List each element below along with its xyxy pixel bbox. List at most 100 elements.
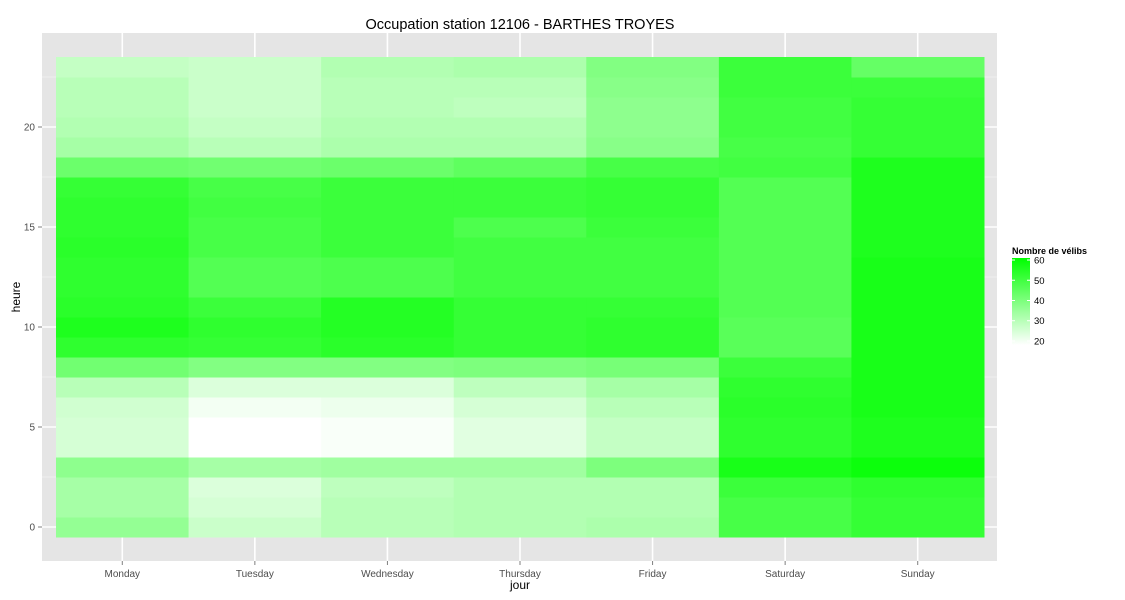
- heatmap-cell: [851, 377, 985, 398]
- legend-title: Nombre de vélibs: [1012, 246, 1087, 256]
- heatmap-cell: [188, 397, 322, 418]
- heatmap-cell: [188, 217, 322, 238]
- heatmap-cell: [851, 157, 985, 178]
- legend-tick-label: 60: [1034, 256, 1045, 267]
- heatmap-cell: [718, 457, 852, 478]
- x-axis: Monday Tuesday Wednesday Thursday Friday Satu…: [104, 561, 935, 580]
- heatmap-cell: [56, 217, 190, 238]
- heatmap-cell: [188, 117, 322, 138]
- heatmap-cell: [718, 357, 852, 378]
- heatmap-cell: [56, 57, 190, 78]
- x-tick-label: Sunday: [901, 569, 935, 580]
- heatmap-cell: [718, 277, 852, 298]
- heatmap-cell: [718, 157, 852, 178]
- heatmap-cell: [321, 517, 455, 538]
- heatmap-cell: [718, 397, 852, 418]
- heatmap-cell: [188, 77, 322, 98]
- heatmap-cell: [586, 397, 720, 418]
- heatmap-cell: [56, 397, 190, 418]
- heatmap-cell: [453, 77, 587, 98]
- heatmap-cell: [851, 257, 985, 278]
- heatmap-cell: [851, 217, 985, 238]
- heatmap-cell: [851, 237, 985, 258]
- heatmap-cell: [718, 197, 852, 218]
- heatmap-cell: [321, 297, 455, 318]
- x-tick-label: Wednesday: [361, 569, 414, 580]
- heatmap-cell: [56, 77, 190, 98]
- heatmap-cell: [56, 457, 190, 478]
- heatmap-cell: [453, 157, 587, 178]
- y-tick-label: 15: [24, 223, 36, 234]
- heatmap-cell: [188, 417, 322, 438]
- heatmap-cell: [586, 237, 720, 258]
- heatmap-cell: [321, 77, 455, 98]
- heatmap-cell: [453, 277, 587, 298]
- heatmap-cell: [321, 497, 455, 518]
- heatmap-cell: [453, 97, 587, 118]
- heatmap-cell: [188, 137, 322, 158]
- heatmap-cell: [321, 317, 455, 338]
- heatmap-cell: [321, 457, 455, 478]
- legend-colorbar: [1012, 258, 1030, 345]
- heatmap-cell: [56, 437, 190, 458]
- heatmap-cell: [321, 437, 455, 458]
- heatmap-cell: [188, 277, 322, 298]
- heatmap-cell: [188, 97, 322, 118]
- heatmap-cell: [586, 157, 720, 178]
- heatmap-cell: [718, 97, 852, 118]
- heatmap-cell: [56, 137, 190, 158]
- heatmap-cell: [851, 517, 985, 538]
- heatmap-cell: [718, 337, 852, 358]
- heatmap-cell: [188, 477, 322, 498]
- heatmap-cell: [56, 117, 190, 138]
- heatmap-cell: [321, 337, 455, 358]
- heatmap-cell: [453, 57, 587, 78]
- heatmap-cell: [718, 57, 852, 78]
- heatmap-cell: [851, 297, 985, 318]
- heatmap-cell: [718, 297, 852, 318]
- heatmap-cell: [718, 117, 852, 138]
- heatmap-cell: [188, 197, 322, 218]
- legend-tick-label: 20: [1034, 336, 1045, 347]
- heatmap-cell: [586, 77, 720, 98]
- heatmap-cell: [321, 377, 455, 398]
- heatmap-cell: [586, 57, 720, 78]
- heatmap-cell: [453, 317, 587, 338]
- x-tick-label: Thursday: [499, 569, 541, 580]
- heatmap-cell: [453, 177, 587, 198]
- heatmap-cell: [188, 237, 322, 258]
- y-tick-label: 20: [24, 123, 36, 134]
- heatmap-cell: [586, 417, 720, 438]
- y-tick-label: 5: [29, 423, 35, 434]
- heatmap-cells: [56, 57, 985, 538]
- heatmap-cell: [56, 497, 190, 518]
- heatmap-cell: [586, 177, 720, 198]
- heatmap-cell: [851, 397, 985, 418]
- heatmap-cell: [56, 97, 190, 118]
- heatmap-cell: [851, 117, 985, 138]
- heatmap-cell: [851, 477, 985, 498]
- heatmap-cell: [586, 457, 720, 478]
- heatmap-cell: [188, 437, 322, 458]
- heatmap-cell: [851, 97, 985, 118]
- x-tick-label: Saturday: [765, 569, 805, 580]
- heatmap-cell: [56, 157, 190, 178]
- heatmap-cell: [56, 517, 190, 538]
- heatmap-cell: [321, 197, 455, 218]
- chart-title: Occupation station 12106 - BARTHES TROYE…: [366, 17, 675, 33]
- heatmap-cell: [851, 417, 985, 438]
- heatmap-cell: [321, 137, 455, 158]
- heatmap-cell: [188, 497, 322, 518]
- heatmap-cell: [851, 77, 985, 98]
- heatmap-cell: [56, 317, 190, 338]
- heatmap-cell: [321, 417, 455, 438]
- heatmap-cell: [321, 157, 455, 178]
- heatmap-cell: [453, 477, 587, 498]
- heatmap-cell: [586, 437, 720, 458]
- heatmap-cell: [453, 257, 587, 278]
- heatmap-cell: [453, 437, 587, 458]
- heatmap-cell: [718, 217, 852, 238]
- color-legend: Nombre de vélibs 20 30 40 50 60: [1012, 246, 1087, 347]
- heatmap-cell: [188, 57, 322, 78]
- heatmap-cell: [453, 357, 587, 378]
